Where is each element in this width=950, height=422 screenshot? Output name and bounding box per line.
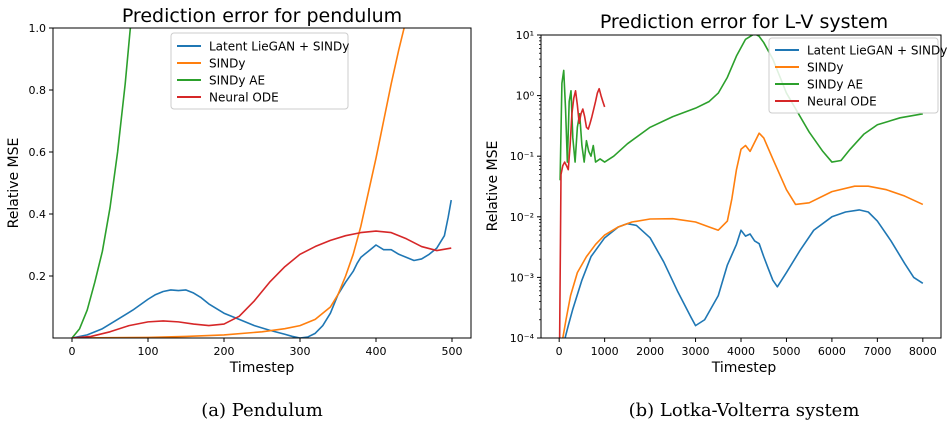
- x-axis-label: Timestep: [711, 360, 777, 376]
- figure-caption: (a) Pendulum: [201, 400, 323, 421]
- chart-pendulum: 0 100 200 300 400 500 0.2 0.4 0.6 0.8 1.0 Predict…: [6, 5, 472, 421]
- legend-label-sindy: SINDy: [807, 61, 843, 75]
- x-tick-label: 3000: [682, 345, 710, 358]
- y-tick-label: 0.6: [29, 146, 47, 159]
- y-ticks: 10⁻⁴ 10⁻³ 10⁻² 10⁻¹ 10⁰ 10¹: [510, 29, 541, 345]
- chart-title: Prediction error for pendulum: [122, 5, 402, 27]
- legend: Latent LieGAN + SINDy SINDy SINDy AE Neu…: [170, 32, 349, 110]
- x-tick-label: 7000: [863, 345, 891, 358]
- x-ticks: 0 1000 2000 3000 4000 5000 6000 7000 8000: [556, 338, 937, 358]
- y-tick-label: 10⁻²: [510, 211, 534, 224]
- x-tick-label: 400: [366, 345, 387, 358]
- series-line-sindy: [71, 28, 405, 338]
- y-tick-label: 10⁻³: [510, 271, 534, 284]
- legend: Latent LieGAN + SINDy SINDy SINDy AE Neu…: [768, 37, 947, 114]
- legend-label-neural-ode: Neural ODE: [807, 95, 877, 109]
- series-line-sindy-ae: [559, 35, 923, 181]
- legend-box: [768, 37, 939, 114]
- series-line-sindy-ae: [71, 28, 132, 338]
- y-ticks: 0.2 0.4 0.6 0.8 1.0: [29, 22, 53, 283]
- legend-label-neural-ode: Neural ODE: [209, 91, 279, 105]
- plot-lines: [71, 28, 453, 338]
- x-tick-label: 100: [138, 345, 159, 358]
- y-tick-label: 0.4: [29, 208, 47, 221]
- y-tick-label: 10⁻¹: [510, 150, 534, 163]
- y-tick-label: 10¹: [516, 29, 534, 42]
- figure-caption: (b) Lotka-Volterra system: [629, 400, 860, 421]
- x-tick-label: 6000: [818, 345, 846, 358]
- series-line-latent: [71, 199, 453, 338]
- plot-lines: [558, 35, 924, 338]
- y-axis-label: Relative MSE: [485, 141, 501, 232]
- legend-label-latent: Latent LieGAN + SINDy: [807, 44, 947, 58]
- legend-label-latent: Latent LieGAN + SINDy: [209, 40, 349, 54]
- series-line-sindy: [562, 132, 924, 338]
- y-tick-label: 10⁻⁴: [510, 332, 535, 345]
- x-tick-label: 200: [214, 345, 235, 358]
- x-tick-label: 1000: [591, 345, 619, 358]
- y-axis-label: Relative MSE: [6, 138, 22, 229]
- legend-label-sindy: SINDy: [209, 57, 245, 71]
- x-tick-label: 300: [290, 345, 311, 358]
- x-tick-label: 4000: [727, 345, 755, 358]
- x-tick-label: 500: [442, 345, 463, 358]
- x-tick-label: 5000: [772, 345, 800, 358]
- chart-title: Prediction error for L-V system: [600, 11, 888, 33]
- x-tick-label: 8000: [909, 345, 937, 358]
- legend-label-sindy-ae: SINDy AE: [209, 74, 265, 88]
- y-tick-label: 1.0: [29, 22, 47, 35]
- legend-label-sindy-ae: SINDy AE: [807, 78, 863, 92]
- x-tick-label: 2000: [636, 345, 664, 358]
- plot-frame: [52, 27, 472, 339]
- series-line-neural-ode: [71, 230, 452, 338]
- y-tick-label: 10⁰: [516, 90, 535, 103]
- y-tick-label: 0.8: [29, 84, 47, 97]
- legend-box: [170, 32, 349, 110]
- x-tick-label: 0: [556, 345, 563, 358]
- series-line-latent: [564, 209, 924, 338]
- x-ticks: 0 100 200 300 400 500: [69, 338, 463, 358]
- x-axis-label: Timestep: [229, 360, 295, 376]
- x-tick-label: 0: [69, 345, 76, 358]
- series-line-neural-ode: [558, 87, 606, 338]
- y-tick-label: 0.2: [29, 270, 47, 283]
- chart-lotka-volterra: 0 1000 2000 3000 4000 5000 6000 7000 8000 10⁻⁴10…: [485, 11, 947, 421]
